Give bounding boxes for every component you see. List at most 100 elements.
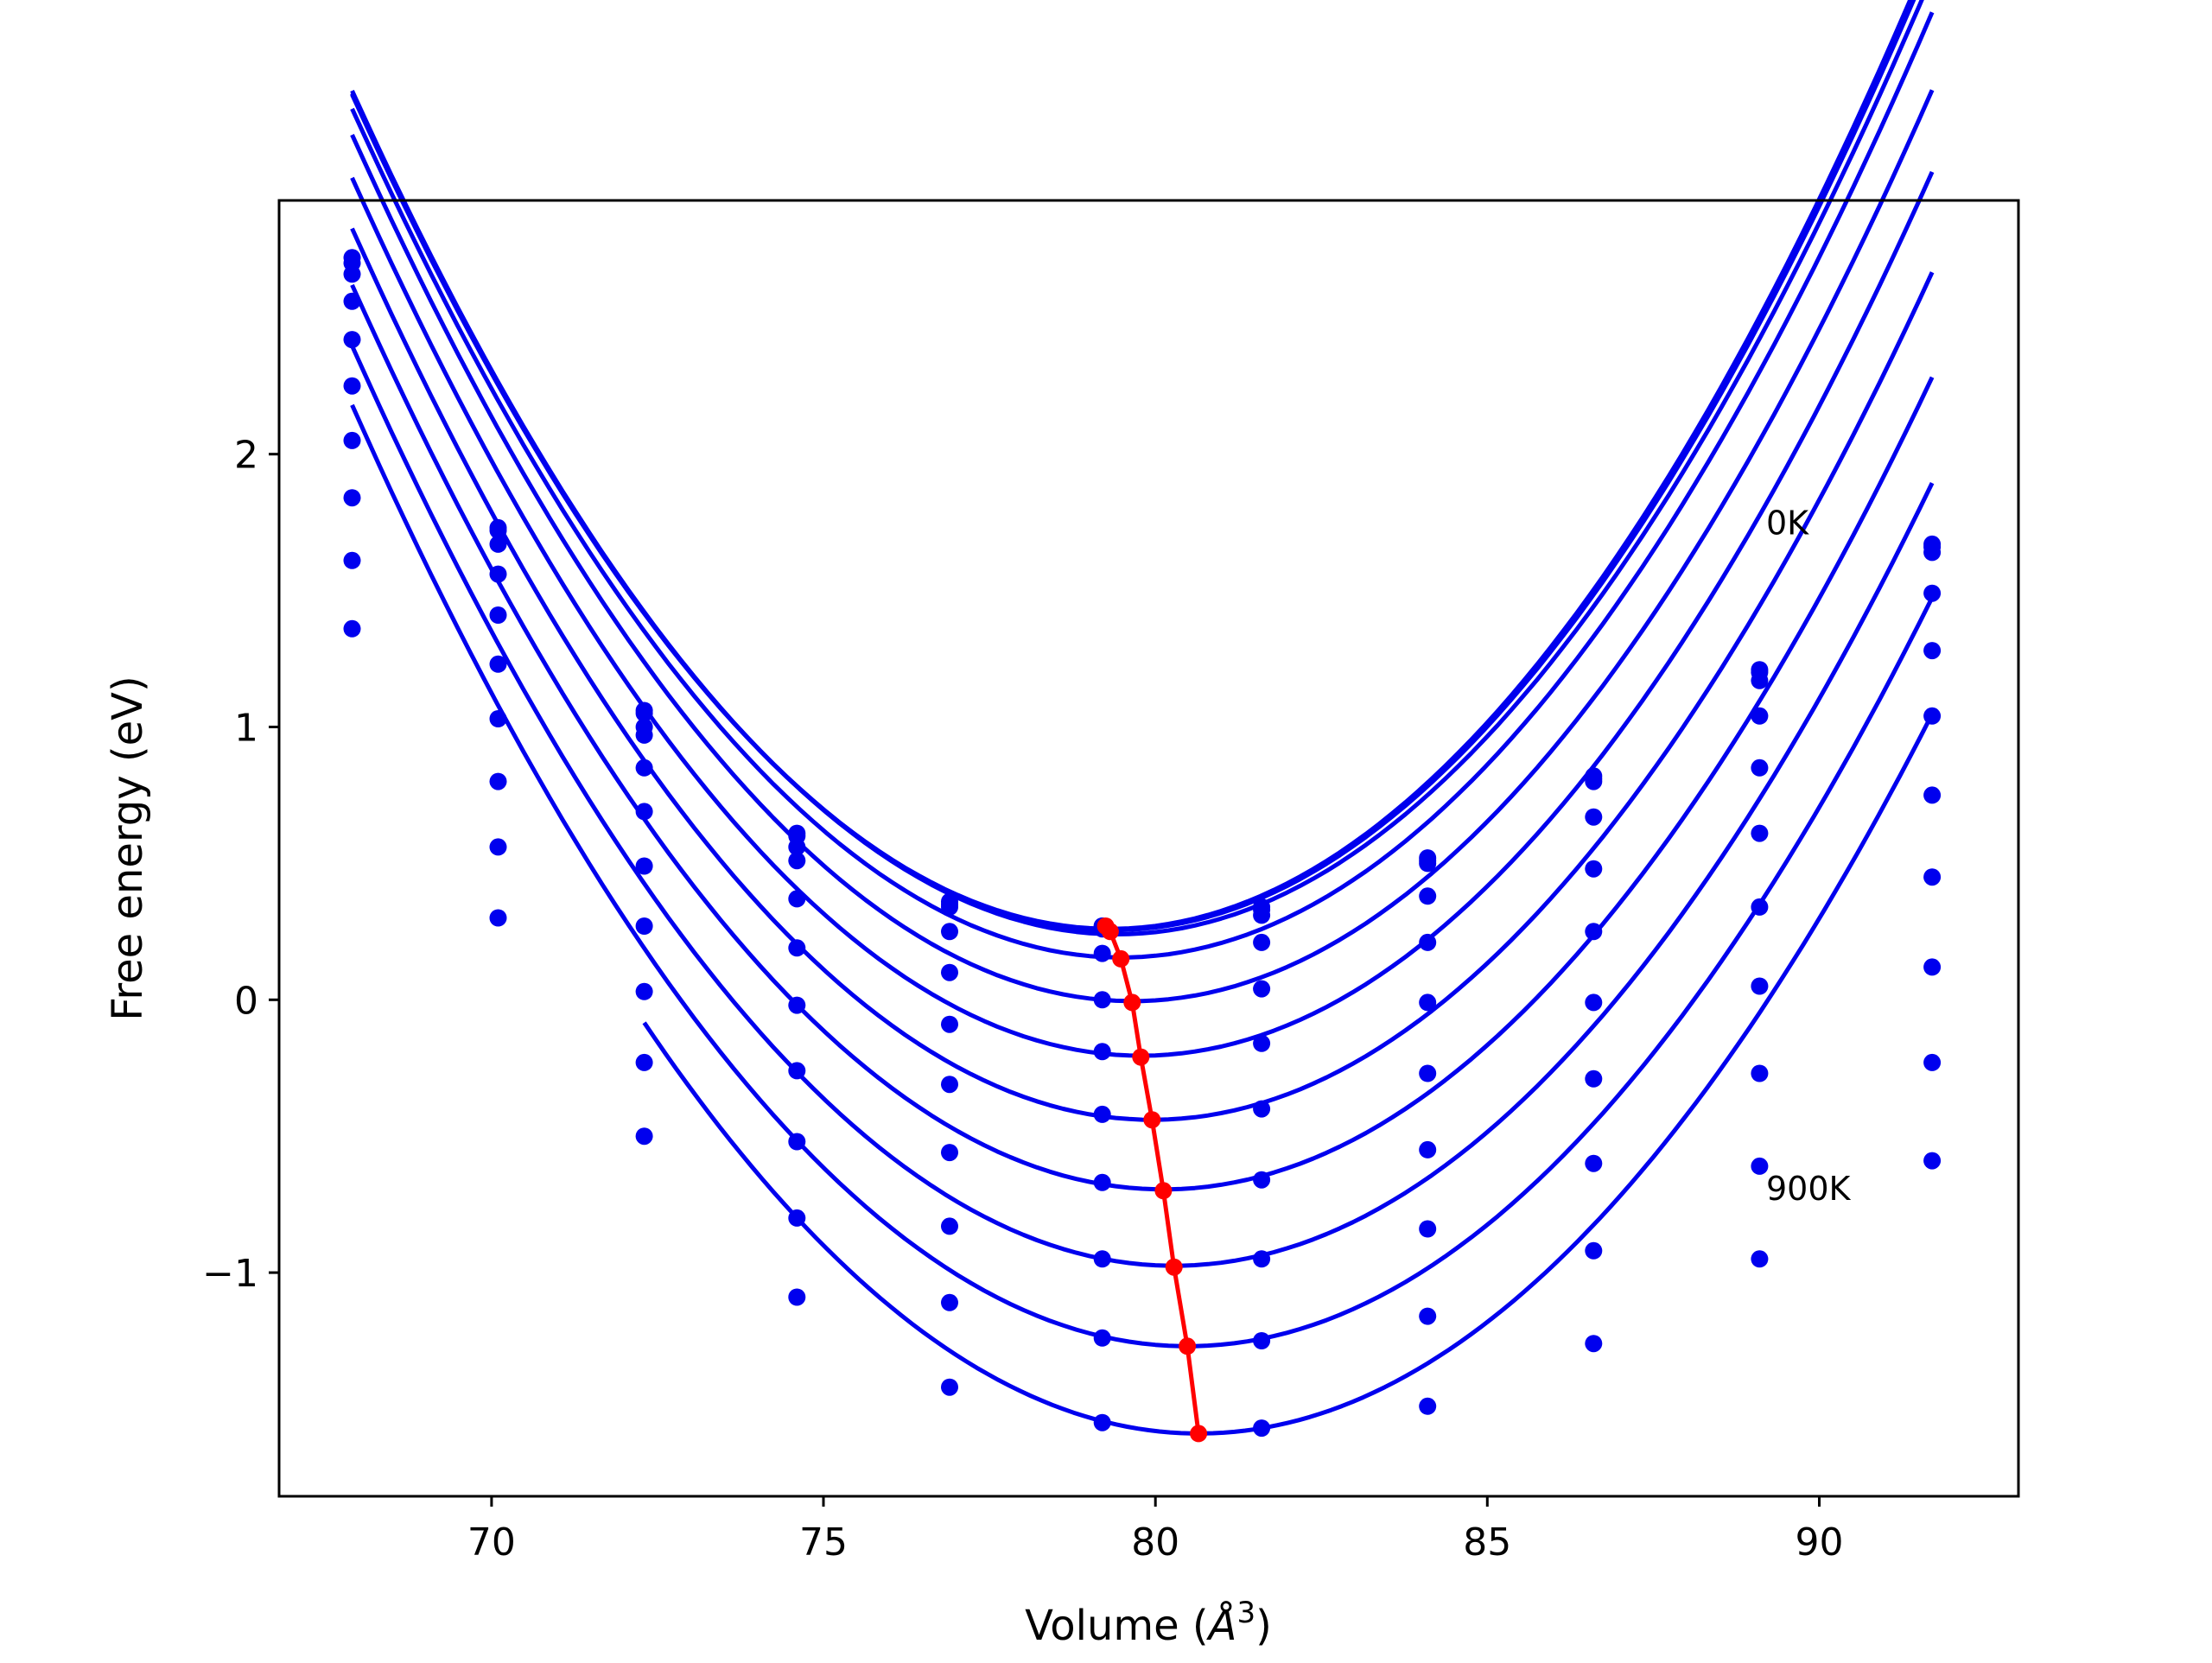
data-point	[489, 522, 507, 540]
minimum-point	[1190, 1425, 1208, 1443]
data-point	[941, 923, 958, 941]
data-point	[1419, 1140, 1437, 1158]
x-tick-label: 70	[467, 1520, 516, 1565]
data-point	[941, 1293, 958, 1311]
x-tick-label: 80	[1131, 1520, 1179, 1565]
data-point	[941, 1076, 958, 1094]
data-point	[1253, 933, 1271, 951]
x-tick-label: 90	[1796, 1520, 1844, 1565]
data-point	[1253, 906, 1271, 924]
data-point	[1585, 923, 1603, 941]
data-point	[1923, 543, 1942, 562]
data-point	[1585, 772, 1603, 790]
curves-layer	[350, 0, 1935, 1436]
minimum-point	[1165, 1258, 1183, 1276]
data-point	[788, 838, 806, 856]
data-point	[788, 939, 806, 957]
data-point	[635, 704, 653, 722]
data-point	[489, 710, 507, 727]
data-point	[788, 1288, 806, 1306]
data-point	[1923, 786, 1942, 804]
data-point	[343, 431, 361, 449]
data-point	[788, 1209, 806, 1227]
x-axis-ticks: 70 75 80 85 90	[467, 1496, 1844, 1565]
data-point	[1585, 860, 1603, 878]
y-axis-ticks: −1 0 1 2	[202, 434, 279, 1296]
x-axis-label: Volume (Å3)	[1025, 1596, 1272, 1650]
minimum-point	[1143, 1111, 1161, 1129]
data-point	[1093, 1250, 1111, 1268]
data-point	[788, 1062, 806, 1080]
data-point	[1585, 808, 1603, 826]
data-point	[788, 1133, 806, 1151]
data-point	[489, 838, 507, 856]
points-layer	[343, 249, 1942, 1438]
data-point	[1751, 1157, 1769, 1175]
data-point	[343, 619, 361, 638]
data-point	[1751, 977, 1769, 995]
temperature-annotation: 900K	[1766, 1170, 1852, 1208]
data-point	[1419, 887, 1437, 905]
data-point	[1751, 1064, 1769, 1082]
data-point	[1419, 1397, 1437, 1415]
minimum-point	[1101, 923, 1119, 941]
data-point	[941, 1217, 958, 1235]
data-point	[635, 917, 653, 935]
y-axis-label: Free energy (eV)	[104, 676, 152, 1020]
data-point	[1253, 1332, 1271, 1349]
data-point	[1923, 958, 1942, 976]
data-point	[343, 551, 361, 569]
annotations-layer: 0K 900K	[1766, 505, 1852, 1209]
data-point	[489, 772, 507, 790]
free-energy-curve-6	[350, 227, 1935, 1122]
data-point	[1253, 980, 1271, 998]
data-point	[635, 803, 653, 821]
data-point	[343, 489, 361, 507]
free-energy-curve-4	[350, 89, 1935, 1004]
minimum-point	[1179, 1337, 1197, 1355]
free-energy-curve-7	[350, 283, 1935, 1192]
data-point	[941, 1378, 958, 1396]
data-point	[489, 655, 507, 673]
data-point	[1923, 642, 1942, 660]
temperature-annotation: 0K	[1766, 505, 1809, 543]
data-point	[343, 331, 361, 349]
x-axis-label-unit: Å	[1206, 1601, 1237, 1650]
data-point	[1419, 854, 1437, 873]
x-axis-label-close: )	[1255, 1602, 1272, 1650]
data-point	[489, 909, 507, 927]
data-point	[1093, 991, 1111, 1009]
data-point	[343, 292, 361, 310]
data-point	[788, 996, 806, 1014]
data-point	[489, 606, 507, 624]
y-tick-label: 2	[234, 434, 258, 478]
data-point	[1093, 1413, 1111, 1431]
data-point	[1253, 1419, 1271, 1438]
data-point	[1751, 824, 1769, 842]
data-point	[1253, 1034, 1271, 1052]
y-tick-label: −1	[202, 1252, 258, 1296]
data-point	[1093, 1043, 1111, 1061]
data-point	[1751, 707, 1769, 725]
data-point	[1751, 671, 1769, 689]
free-energy-curve-3	[350, 11, 1935, 960]
data-point	[788, 890, 806, 908]
free-energy-curve-9	[350, 403, 1935, 1349]
data-point	[1585, 993, 1603, 1012]
free-energy-curve-10	[642, 713, 1935, 1436]
y-tick-label: 0	[234, 979, 258, 1023]
minimum-point	[1123, 993, 1141, 1012]
data-point	[1419, 993, 1437, 1012]
data-point	[1923, 584, 1942, 602]
data-point	[1585, 1070, 1603, 1088]
data-point	[635, 982, 653, 1000]
data-point	[635, 1053, 653, 1071]
data-point	[1253, 1171, 1271, 1189]
data-point	[1093, 1173, 1111, 1191]
data-point	[1093, 1329, 1111, 1347]
data-point	[635, 759, 653, 777]
minimum-energy-line	[1103, 924, 1201, 1434]
y-tick-label: 1	[234, 707, 258, 751]
data-point	[788, 852, 806, 870]
